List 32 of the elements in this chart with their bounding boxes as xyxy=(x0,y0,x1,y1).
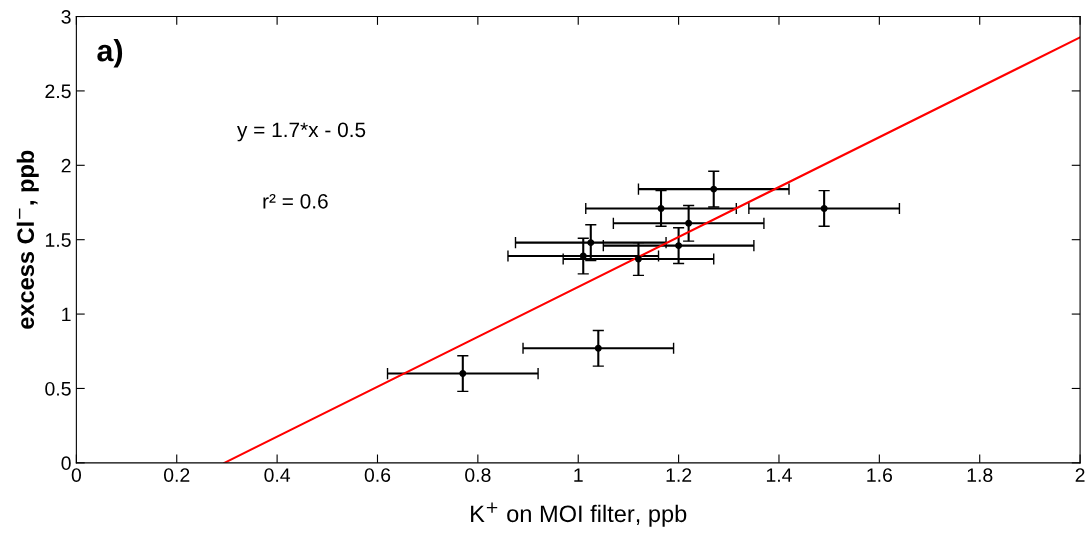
x-tick-label: 1 xyxy=(574,468,583,482)
x-axis-title: K$^{+}$ on MOI filter, ppb xyxy=(471,502,687,527)
y-tick-label: 2 xyxy=(61,158,71,173)
point xyxy=(710,185,718,193)
annotation: r² = 0.6 xyxy=(263,193,328,209)
point xyxy=(820,204,828,212)
x-tick-label: 1.6 xyxy=(867,468,893,482)
y-tick-label: 1.5 xyxy=(45,233,71,247)
x-tick-label: 0 xyxy=(71,468,82,482)
point xyxy=(657,204,665,212)
x-tick-label: 0.8 xyxy=(465,468,491,482)
annotation: y = 1.7*x - 0.5 xyxy=(237,122,366,142)
y-axis-title: excess Cl$^{−}$, ppb xyxy=(16,150,39,329)
x-tick-label: 1.4 xyxy=(766,468,792,482)
x-tick-label: 0.4 xyxy=(264,468,291,482)
y-tick-label: 0.5 xyxy=(45,381,71,396)
point xyxy=(587,239,595,247)
x-tick-label: 1.8 xyxy=(967,468,993,482)
y-tick-label: 2.5 xyxy=(45,84,71,99)
x-tick-label: 0.2 xyxy=(163,468,190,482)
point xyxy=(685,219,693,227)
x-tick-label: 1.2 xyxy=(666,468,692,482)
y-tick-label: 0 xyxy=(61,456,71,471)
annotation: a) xyxy=(97,39,123,68)
x-tick-label: 0.6 xyxy=(364,468,391,482)
y-tick-label: 3 xyxy=(61,10,71,24)
x-tick-label: 2 xyxy=(1075,468,1085,482)
point xyxy=(594,344,602,352)
point xyxy=(459,370,467,378)
point xyxy=(675,242,683,250)
point xyxy=(634,255,642,263)
y-tick-label: 1 xyxy=(62,307,71,322)
